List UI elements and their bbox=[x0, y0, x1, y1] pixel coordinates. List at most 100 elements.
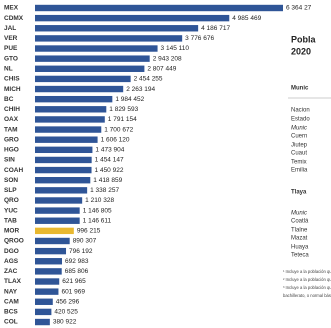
value-label: 4 985 469 bbox=[232, 15, 261, 22]
bar bbox=[35, 65, 145, 72]
value-label: 601 969 bbox=[61, 288, 85, 295]
bar bbox=[35, 227, 74, 235]
category-label: SLP bbox=[4, 187, 17, 194]
bar bbox=[35, 288, 59, 295]
value-label: 890 307 bbox=[73, 238, 97, 245]
table-row: Mazat bbox=[291, 236, 308, 242]
value-label: 4 186 717 bbox=[201, 25, 230, 32]
bar bbox=[35, 278, 60, 285]
category-label: MICH bbox=[4, 86, 21, 93]
value-label: 1 984 452 bbox=[115, 96, 144, 103]
bar bbox=[35, 166, 92, 174]
category-label: JAL bbox=[4, 25, 16, 32]
bar bbox=[35, 116, 105, 123]
category-label: CAM bbox=[4, 298, 19, 305]
value-label: 685 806 bbox=[65, 268, 89, 275]
value-label: 2 263 194 bbox=[126, 86, 155, 93]
table-row: Teteca bbox=[291, 253, 309, 259]
bar bbox=[35, 207, 80, 214]
value-label: 420 525 bbox=[54, 309, 78, 316]
table-row: Tlaya bbox=[291, 190, 307, 196]
value-label: 1 450 922 bbox=[95, 167, 124, 174]
value-label: 1 606 120 bbox=[101, 136, 130, 143]
value-label: 2 454 255 bbox=[134, 76, 163, 83]
bar bbox=[35, 318, 50, 326]
value-label: 996 215 bbox=[77, 228, 101, 235]
table-row: Tlalne bbox=[291, 228, 308, 234]
category-label: SON bbox=[4, 177, 18, 184]
category-label: OAX bbox=[4, 116, 19, 123]
category-label: GTO bbox=[4, 55, 18, 62]
value-label: 1 146 805 bbox=[83, 207, 112, 214]
bar bbox=[35, 136, 98, 143]
value-label: 456 296 bbox=[56, 298, 80, 305]
bar bbox=[35, 75, 131, 83]
bar bbox=[35, 187, 88, 194]
bar bbox=[35, 146, 93, 154]
bar bbox=[35, 177, 91, 184]
bar bbox=[35, 308, 52, 316]
bar bbox=[35, 25, 199, 32]
value-label: 796 192 bbox=[69, 248, 93, 255]
bar bbox=[35, 126, 102, 133]
value-label: 621 965 bbox=[62, 278, 86, 285]
table-title: 2020 bbox=[291, 46, 311, 56]
table-row: Cuaut bbox=[291, 151, 307, 157]
value-label: 1 473 904 bbox=[95, 147, 124, 154]
table-row: Munic bbox=[291, 126, 307, 132]
category-label: DGO bbox=[4, 248, 19, 255]
value-label: 6 364 27 bbox=[286, 5, 312, 12]
bar bbox=[35, 55, 150, 62]
category-label: AGS bbox=[4, 258, 19, 265]
bar bbox=[35, 268, 62, 275]
bar bbox=[35, 45, 158, 52]
value-label: 2 807 449 bbox=[147, 65, 176, 72]
table-row: Coatlá bbox=[291, 219, 309, 225]
table-row: Temix bbox=[291, 160, 307, 166]
category-label: CHIH bbox=[4, 106, 20, 113]
footnote: bachillerato, o normal básica. bbox=[283, 293, 331, 298]
value-label: 380 922 bbox=[53, 319, 77, 326]
category-label: NL bbox=[4, 65, 13, 72]
category-label: BC bbox=[4, 96, 14, 103]
category-label: GRO bbox=[4, 136, 19, 143]
category-label: CDMX bbox=[4, 15, 24, 22]
bar bbox=[35, 298, 53, 305]
value-label: 3 776 676 bbox=[185, 35, 214, 42]
footnote: ³ Incluye a la población que tiene al me… bbox=[283, 285, 331, 290]
category-label: QROO bbox=[4, 238, 24, 245]
value-label: 3 145 110 bbox=[161, 45, 190, 52]
category-label: TAM bbox=[4, 126, 18, 133]
category-label: PUE bbox=[4, 45, 18, 52]
bar bbox=[35, 258, 63, 265]
category-label: CHIS bbox=[4, 76, 20, 83]
table-row: Nacion bbox=[291, 108, 310, 114]
category-label: VER bbox=[4, 35, 18, 42]
value-label: 1 418 859 bbox=[93, 177, 122, 184]
footnote: ² Incluye a la población que tiene secun… bbox=[283, 277, 331, 282]
table-row: Cuern bbox=[291, 134, 307, 140]
value-label: 1 700 672 bbox=[104, 126, 133, 133]
category-label: HGO bbox=[4, 147, 19, 154]
table-header: Munic bbox=[291, 86, 309, 92]
category-label: COAH bbox=[4, 167, 23, 174]
bar bbox=[35, 237, 70, 245]
category-label: BCS bbox=[4, 309, 18, 316]
bar bbox=[35, 14, 230, 22]
bar bbox=[35, 247, 67, 255]
bar bbox=[35, 4, 283, 12]
table-row: Jiutep bbox=[291, 143, 308, 149]
value-label: 1 338 257 bbox=[90, 187, 119, 194]
value-label: 1 454 147 bbox=[95, 157, 124, 164]
table-row: Emilia bbox=[291, 168, 308, 174]
category-label: MEX bbox=[4, 5, 19, 12]
category-label: MOR bbox=[4, 228, 19, 235]
value-label: 1 210 328 bbox=[85, 197, 114, 204]
category-label: SIN bbox=[4, 157, 15, 164]
category-label: YUC bbox=[4, 207, 18, 214]
value-label: 1 146 611 bbox=[83, 217, 112, 224]
category-label: NAY bbox=[4, 288, 18, 295]
bar bbox=[35, 85, 124, 93]
bar bbox=[35, 35, 183, 42]
